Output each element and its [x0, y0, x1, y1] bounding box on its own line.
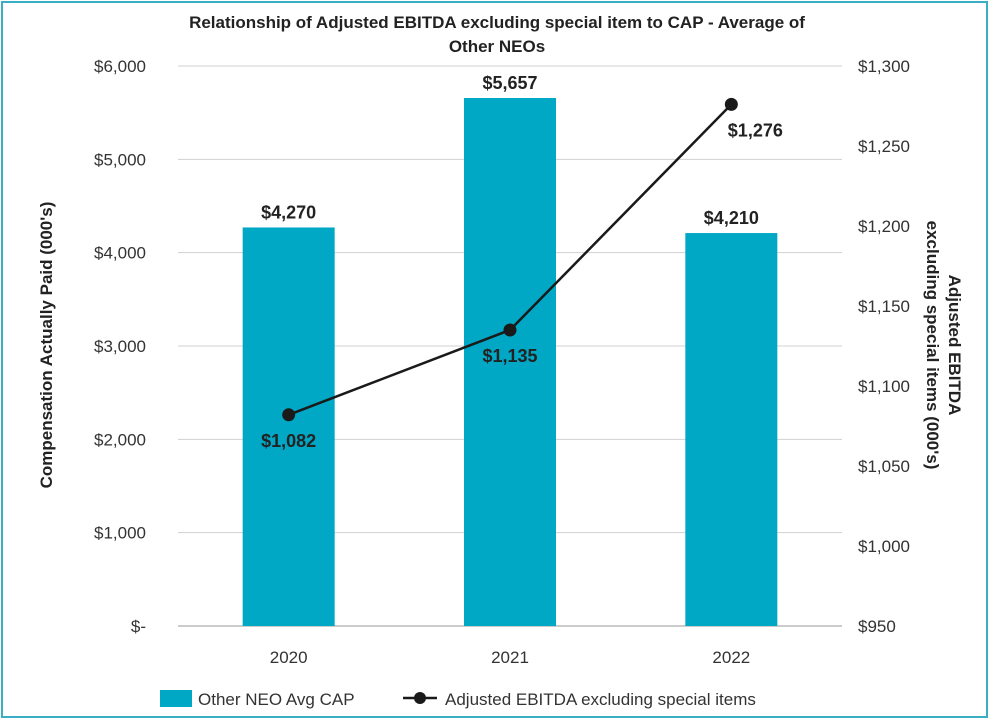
line-series	[282, 97, 738, 422]
y-right-axis-title-line-1: Adjusted EBITDA	[945, 275, 964, 416]
legend-line-label: Adjusted EBITDA excluding special items	[445, 690, 756, 709]
bar	[685, 233, 778, 627]
x-ticks: 2020 2021 2022	[270, 648, 750, 667]
y-left-tick-label: $1,000	[94, 524, 146, 543]
y-right-tick-label: $1,000	[858, 537, 910, 556]
y-right-ticks: $950 $1,000 $1,050 $1,100 $1,150 $1,200 $1,250…	[858, 57, 910, 636]
chart-title-line-1: Relationship of Adjusted EBITDA excludin…	[189, 13, 805, 32]
line-point	[503, 323, 517, 337]
y-left-axis-title: Compensation Actually Paid (000's)	[37, 202, 56, 489]
y-right-tick-label: $950	[858, 617, 896, 636]
y-right-tick-label: $1,050	[858, 457, 910, 476]
line-data-label: $1,135	[482, 346, 537, 366]
bar	[464, 98, 556, 627]
line-point	[282, 408, 296, 422]
y-left-tick-label: $5,000	[94, 150, 146, 169]
bar-data-label: $4,270	[261, 202, 316, 222]
x-tick-label: 2020	[270, 648, 308, 667]
legend-bar-swatch	[160, 690, 192, 707]
line-point	[724, 97, 738, 111]
y-left-tick-label: $3,000	[94, 337, 146, 356]
data-labels: $4,270 $5,657 $4,210 $1,082 $1,135 $1,276	[261, 73, 783, 451]
y-right-axis-title-line-2: excluding special items (000's)	[923, 221, 942, 470]
y-right-tick-label: $1,150	[858, 297, 910, 316]
y-left-tick-label: $6,000	[94, 57, 146, 76]
x-tick-label: 2022	[712, 648, 750, 667]
y-right-tick-label: $1,100	[858, 377, 910, 396]
line-data-label: $1,082	[261, 431, 316, 451]
y-right-tick-label: $1,300	[858, 57, 910, 76]
line-data-label: $1,276	[728, 120, 783, 140]
y-left-ticks: $- $1,000 $2,000 $3,000 $4,000 $5,000 $6,000	[94, 57, 146, 636]
bar-data-label: $5,657	[482, 73, 537, 93]
bar	[242, 227, 335, 626]
legend-line-marker	[414, 692, 426, 704]
y-left-tick-label: $-	[131, 617, 146, 636]
bars	[242, 98, 778, 627]
x-tick-label: 2021	[491, 648, 529, 667]
legend-bar-label: Other NEO Avg CAP	[198, 690, 355, 709]
legend: Other NEO Avg CAP Adjusted EBITDA exclud…	[160, 690, 756, 709]
y-right-tick-label: $1,250	[858, 137, 910, 156]
bar-data-label: $4,210	[704, 208, 759, 228]
y-left-tick-label: $4,000	[94, 244, 146, 263]
y-left-tick-label: $2,000	[94, 430, 146, 449]
chart-title-line-2: Other NEOs	[449, 37, 545, 56]
y-right-tick-label: $1,200	[858, 217, 910, 236]
chart-title: Relationship of Adjusted EBITDA excludin…	[189, 13, 805, 56]
